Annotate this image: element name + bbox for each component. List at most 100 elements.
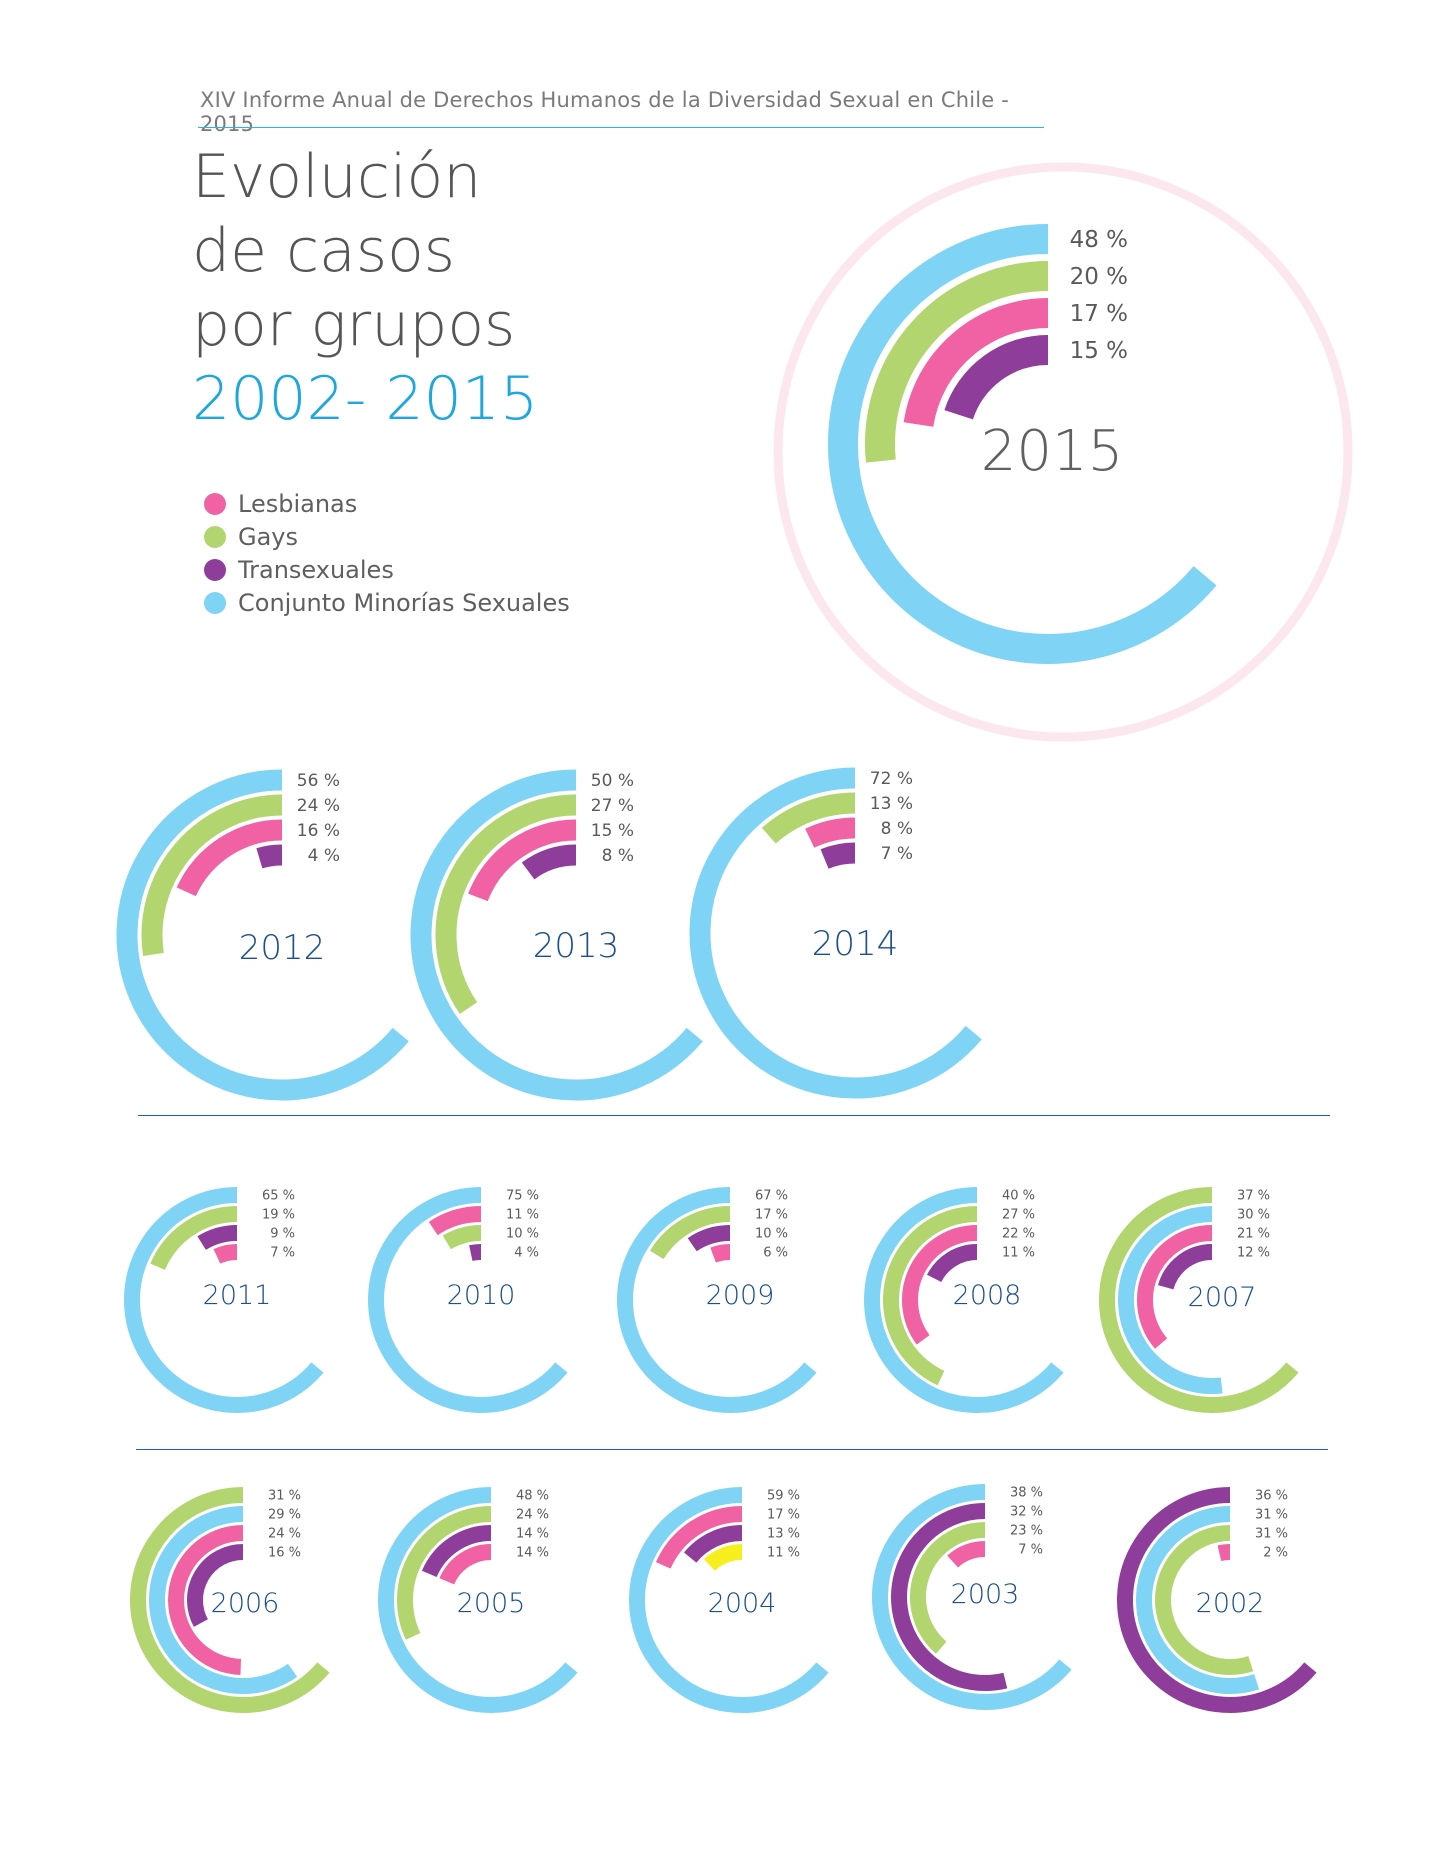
year-label: 2012 [239, 928, 326, 968]
year-label: 2015 [981, 419, 1124, 484]
arc-conjunto-minorias-sexuales [116, 769, 409, 1101]
value-label: 67 % [755, 1189, 788, 1204]
value-label: 20 % [1070, 264, 1128, 290]
arc-lesbianas [710, 1244, 731, 1263]
radial-chart-2015: 48 % 20 % 17 % 15 % 2015 [773, 162, 1353, 742]
arc-gays [442, 1225, 482, 1250]
title-line-2: de casos [192, 216, 456, 286]
arc-lesbianas [428, 1206, 482, 1236]
value-label: 13 % [767, 1527, 800, 1542]
value-label: 32 % [1010, 1505, 1043, 1520]
legend-item-lesbianas: Lesbianas [204, 487, 570, 520]
value-label: 8 % [881, 819, 913, 839]
arc-conjunto-minorias-sexuales [1118, 1206, 1223, 1394]
radial-chart-2003: 38 % 32 % 23 % 7 % 2003 [872, 1484, 1072, 1710]
value-label: 16 % [297, 821, 340, 841]
legend-dot-transexuales [204, 558, 226, 581]
value-label: 21 % [1237, 1227, 1270, 1242]
arc-conjunto-minorias-sexuales [410, 769, 703, 1101]
value-label: 48 % [516, 1489, 549, 1504]
value-label: 31 % [1255, 1508, 1288, 1523]
value-label: 30 % [1237, 1208, 1270, 1223]
year-label: 2007 [1188, 1282, 1257, 1313]
value-label: 4 % [514, 1246, 539, 1261]
radial-chart-2011: 65 % 19 % 9 % 7 % 2011 [124, 1187, 324, 1413]
arc-gays [910, 1522, 986, 1654]
arc-gays [435, 794, 577, 1014]
year-label: 2003 [951, 1579, 1020, 1610]
year-label: 2008 [953, 1280, 1022, 1311]
value-label: 24 % [268, 1527, 301, 1542]
value-label: 75 % [506, 1189, 539, 1204]
arc-transexuales [1117, 1487, 1317, 1713]
value-label: 2 % [1263, 1546, 1288, 1561]
value-label: 15 % [591, 821, 634, 841]
value-label: 15 % [1070, 338, 1128, 364]
arc-lesbianas [902, 1225, 978, 1345]
arc-gays [397, 1506, 492, 1640]
arc-transexuales [687, 1225, 731, 1252]
value-label: 11 % [506, 1208, 539, 1223]
radial-chart-2013: 50 % 27 % 15 % 8 % 2013 [410, 769, 703, 1101]
legend-label: Transexuales [238, 555, 394, 584]
value-label: 4 % [308, 846, 340, 866]
value-label: 24 % [297, 796, 340, 816]
arc-transexuales [421, 1525, 492, 1578]
value-label: 7 % [1018, 1543, 1043, 1558]
value-label: 31 % [268, 1489, 301, 1504]
arc-conjunto-minorias-sexuales [617, 1187, 817, 1413]
value-label: 72 % [870, 769, 913, 789]
value-label: 13 % [870, 794, 913, 814]
value-label: 11 % [1002, 1246, 1035, 1261]
arc-lesbianas [1137, 1225, 1213, 1349]
section-divider-2 [136, 1449, 1328, 1450]
arc-transexuales [521, 844, 577, 880]
value-label: 9 % [270, 1227, 295, 1242]
arc-lesbianas [468, 819, 577, 902]
arc-conjunto-minorias-sexuales [864, 1187, 1064, 1413]
radial-chart-2008: 40 % 27 % 22 % 11 % 2008 [864, 1187, 1064, 1413]
legend-item-conjunto: Conjunto Minorías Sexuales [204, 586, 570, 619]
value-label: 36 % [1255, 1489, 1288, 1504]
arc-gays [883, 1206, 978, 1386]
arc-lesbianas [176, 819, 283, 897]
value-label: 24 % [516, 1508, 549, 1523]
value-label: 19 % [262, 1208, 295, 1223]
arc-lesbianas [213, 1244, 238, 1264]
legend-item-gays: Gays [204, 520, 570, 553]
report-header: XIV Informe Anual de Derechos Humanos de… [200, 88, 1010, 136]
arc-gays [150, 1206, 238, 1271]
arc-transexuales [683, 1525, 743, 1563]
legend-label: Conjunto Minorías Sexuales [238, 588, 570, 617]
value-label: 14 % [516, 1527, 549, 1542]
title-line-3: por grupos [192, 290, 516, 360]
year-label: 2009 [706, 1280, 775, 1311]
arc-lesbianas [903, 298, 1049, 428]
arc-transexuales [187, 1544, 244, 1627]
arc-gays [865, 261, 1049, 463]
value-label: 29 % [268, 1508, 301, 1523]
value-label: 22 % [1002, 1227, 1035, 1242]
year-label: 2006 [211, 1588, 280, 1619]
arc-gays [649, 1206, 731, 1260]
year-label: 2011 [203, 1280, 272, 1311]
value-label: 17 % [767, 1508, 800, 1523]
arc-conjunto-minorias-sexuales [124, 1187, 324, 1413]
page-title: Evolución de casos por grupos 2002- 2015 [192, 140, 538, 436]
value-label: 48 % [1070, 227, 1128, 253]
radial-chart-2004: 59 % 17 % 13 % 11 % 2004 [629, 1487, 829, 1713]
arc-lesbianas [805, 817, 856, 848]
value-label: 10 % [755, 1227, 788, 1242]
value-label: 12 % [1237, 1246, 1270, 1261]
value-label: 65 % [262, 1189, 295, 1204]
legend-label: Gays [238, 522, 299, 551]
value-label: 38 % [1010, 1486, 1043, 1501]
radial-chart-2009: 67 % 17 % 10 % 6 % 2009 [617, 1187, 817, 1413]
legend: Lesbianas Gays Transexuales Conjunto Min… [204, 487, 570, 619]
arc-transexuales [926, 1244, 978, 1283]
value-label: 31 % [1255, 1527, 1288, 1542]
value-label: 8 % [602, 846, 634, 866]
arc-transexuales [891, 1503, 1008, 1691]
arc-conjunto-minorias-sexuales [828, 224, 1217, 664]
